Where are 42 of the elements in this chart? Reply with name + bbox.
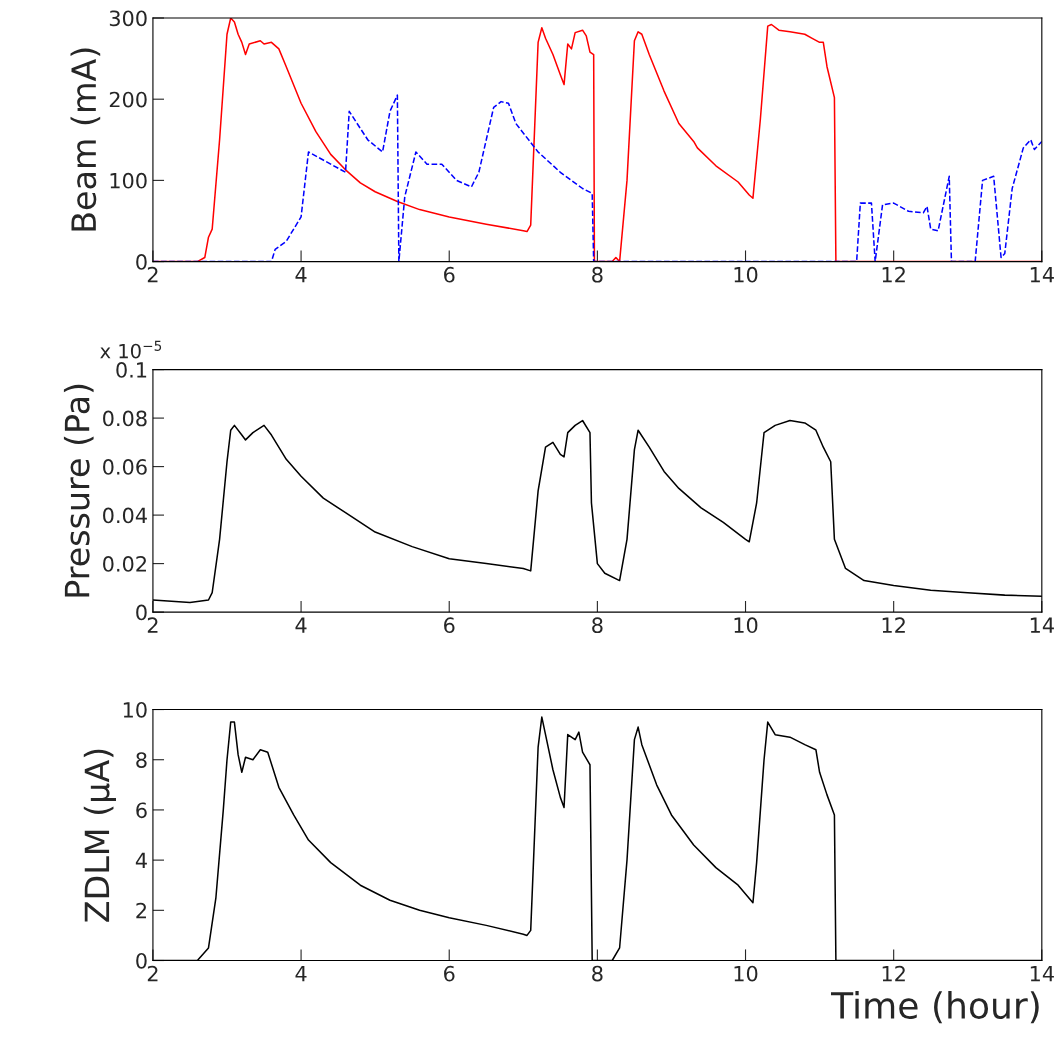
x-tick-label: 8	[592, 965, 603, 982]
y-axis-title: ZDLM (μA)	[83, 749, 116, 922]
x-tick-label: 2	[147, 617, 158, 633]
text: x 10$^{−5}$	[100, 340, 162, 359]
x-tick-label: 14	[1030, 267, 1054, 283]
x-tick-label: 14	[1030, 966, 1054, 982]
x-tick-label: 4	[295, 966, 307, 982]
y-tick-label: 0.1	[116, 362, 147, 378]
y-axis-title: Pressure (Pa)	[63, 384, 94, 597]
x-tick-label: 14	[1030, 617, 1054, 633]
x-tick-label: 6	[444, 617, 455, 634]
y-axis-title: Beam (mA)	[70, 48, 101, 231]
y-tick-label: 100	[110, 172, 147, 189]
y-tick-label: 200	[109, 91, 147, 108]
y-tick-label: 2	[136, 902, 146, 919]
x-tick-label: 2	[147, 965, 158, 982]
y-tick-label: 0.06	[103, 459, 147, 475]
x-axis-title: Time (hour)	[831, 991, 1039, 1024]
x-tick-label: 12	[882, 965, 905, 982]
x-tick-label: 6	[444, 965, 455, 982]
y-tick-label: 300	[109, 10, 147, 27]
x-tick-label: 6	[444, 266, 455, 283]
y-tick-label: 0	[136, 952, 147, 969]
x-tick-label: 10	[734, 266, 758, 283]
y-tick-label: 0	[136, 604, 147, 621]
x-tick-label: 10	[734, 617, 758, 634]
y-tick-label: 0.08	[103, 410, 147, 427]
x-tick-label: 2	[147, 266, 158, 283]
x-tick-label: 10	[734, 965, 758, 982]
x-tick-label: 12	[882, 266, 905, 283]
y-tick-label: 0	[136, 254, 147, 270]
y-tick-label: 8	[136, 752, 147, 768]
x-tick-label: 8	[592, 617, 603, 634]
x-tick-label: 4	[295, 617, 307, 633]
y-tick-label: 0.02	[103, 556, 146, 572]
x-tick-label: 8	[592, 266, 603, 283]
y-tick-label: 4	[135, 852, 147, 869]
y-tick-label: 6	[136, 802, 147, 819]
x-tick-label: 4	[295, 267, 307, 283]
x-tick-label: 12	[882, 617, 905, 633]
y-tick-label: 0.04	[103, 507, 147, 524]
y-tick-label: 10	[123, 701, 147, 718]
